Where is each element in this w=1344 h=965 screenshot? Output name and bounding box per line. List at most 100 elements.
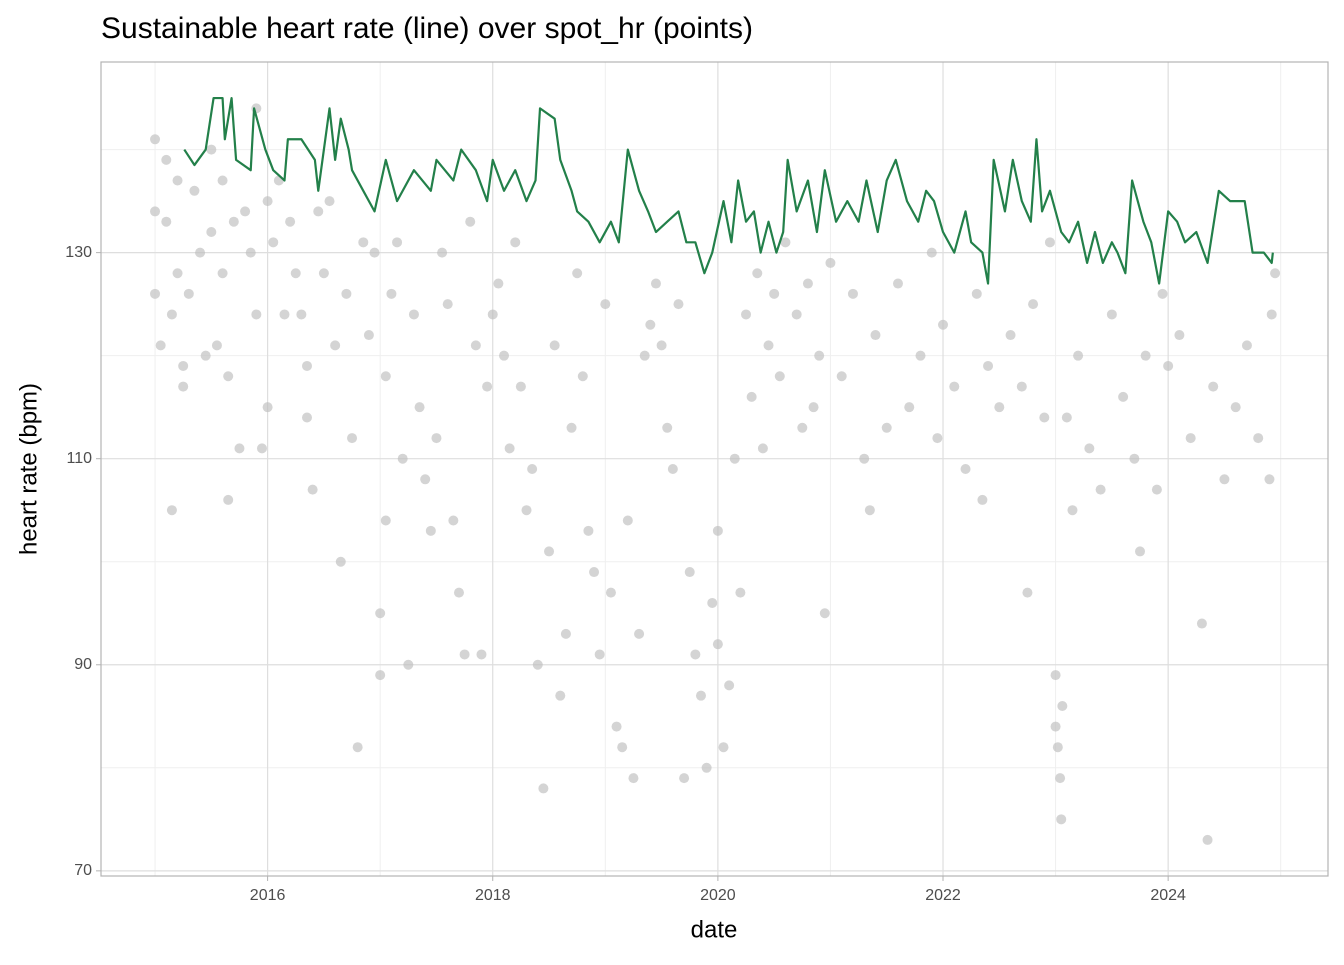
point <box>420 474 431 485</box>
point <box>566 422 577 433</box>
point <box>819 608 830 619</box>
point <box>667 464 678 474</box>
point <box>1056 814 1067 825</box>
point <box>555 690 566 701</box>
point <box>724 680 735 691</box>
point <box>335 556 346 567</box>
point <box>211 340 222 351</box>
point <box>1061 412 1072 423</box>
point <box>628 773 639 784</box>
point <box>707 597 718 608</box>
point <box>780 237 791 248</box>
point <box>330 340 341 351</box>
point <box>1039 412 1050 423</box>
point <box>1208 381 1219 392</box>
point <box>1118 391 1129 402</box>
point <box>634 628 645 639</box>
y-axis-label: heart rate (bpm) <box>15 383 42 555</box>
point <box>600 299 611 310</box>
y-tick-label: 110 <box>66 450 92 467</box>
point <box>662 422 673 433</box>
point <box>408 309 419 320</box>
point <box>1266 309 1277 320</box>
point <box>324 196 335 207</box>
point <box>437 247 448 258</box>
point <box>960 464 971 474</box>
point <box>296 309 307 320</box>
point <box>802 278 813 289</box>
point <box>735 587 746 598</box>
point <box>1174 330 1185 341</box>
point <box>583 525 594 536</box>
point <box>217 268 228 279</box>
point <box>161 154 172 165</box>
point <box>746 391 757 402</box>
point <box>251 309 262 320</box>
point <box>352 742 363 753</box>
point <box>617 742 628 753</box>
point <box>1022 587 1033 598</box>
point <box>791 309 802 320</box>
point <box>363 330 374 341</box>
point <box>1140 350 1151 361</box>
point <box>369 247 380 258</box>
point <box>1157 288 1168 299</box>
point <box>757 443 768 454</box>
point <box>487 309 498 320</box>
point <box>482 381 493 392</box>
point <box>397 453 408 464</box>
point <box>465 216 476 227</box>
point <box>453 587 464 598</box>
point <box>915 350 926 361</box>
point <box>881 422 892 433</box>
point <box>774 371 785 382</box>
point <box>1073 350 1084 361</box>
point <box>504 443 515 454</box>
point <box>650 278 661 289</box>
y-tick-label: 90 <box>74 656 92 673</box>
point <box>1067 505 1078 516</box>
point <box>245 247 256 258</box>
point <box>825 257 836 268</box>
point <box>155 340 166 351</box>
point <box>166 505 177 516</box>
point <box>622 515 633 526</box>
point <box>318 268 329 279</box>
point <box>932 433 943 444</box>
point <box>797 422 808 433</box>
point <box>532 659 543 670</box>
point <box>448 515 459 526</box>
point <box>1084 443 1095 454</box>
point <box>904 402 915 413</box>
point <box>977 494 988 505</box>
point <box>290 268 301 279</box>
point <box>1270 268 1281 279</box>
point <box>577 371 588 382</box>
point <box>341 288 352 299</box>
point <box>358 237 369 248</box>
point <box>240 206 251 217</box>
point <box>476 649 487 660</box>
point <box>741 309 752 320</box>
point <box>808 402 819 413</box>
point <box>414 402 425 413</box>
x-axis-label: date <box>691 916 738 943</box>
point <box>1005 330 1016 341</box>
point <box>150 288 161 299</box>
point <box>892 278 903 289</box>
point <box>994 402 1005 413</box>
point <box>493 278 504 289</box>
x-tick-label: 2016 <box>250 887 286 904</box>
point <box>268 237 279 248</box>
point <box>847 288 858 299</box>
line <box>183 96 1274 285</box>
point <box>470 340 481 351</box>
point <box>752 268 763 279</box>
y-tick-label: 70 <box>74 862 92 879</box>
point <box>1050 721 1061 732</box>
point <box>605 587 616 598</box>
point <box>1151 484 1162 495</box>
point <box>572 268 583 279</box>
x-tick-label: 2022 <box>925 887 961 904</box>
